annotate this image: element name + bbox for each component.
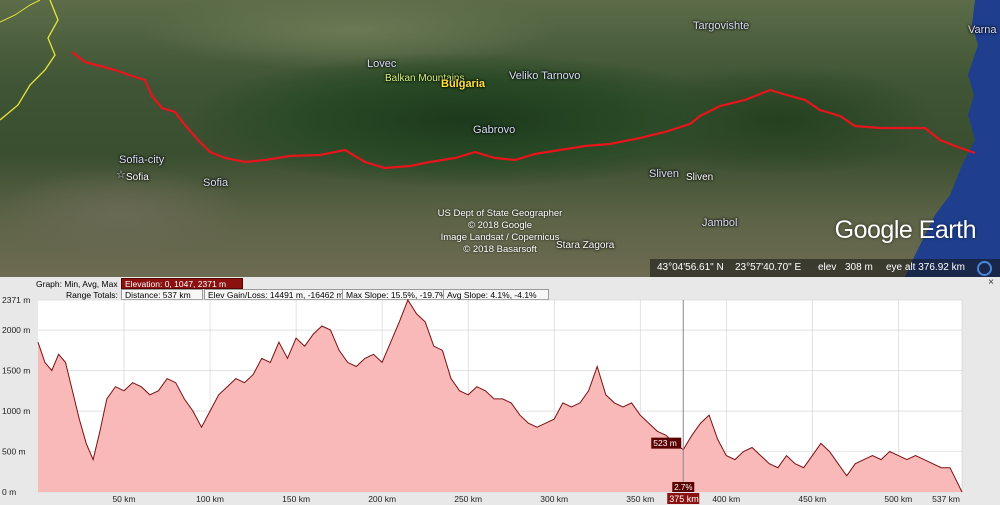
distance-field: Distance: 537 km	[121, 289, 203, 300]
elevation-readout: 308 m	[845, 262, 873, 273]
x-tick-label: 200 km	[368, 494, 396, 504]
label-targovishte: Targovishte	[693, 20, 750, 32]
x-tick-label: 50 km	[112, 494, 135, 504]
close-icon[interactable]: ×	[988, 277, 994, 288]
label-sofia-2: Sofia	[203, 177, 229, 189]
cursor-slope-badge	[672, 482, 695, 492]
label-sofia-city: Sofia-city	[119, 154, 165, 166]
map-terrain-svg	[0, 0, 1000, 277]
longitude-readout: 23°57'40.70" E	[735, 262, 802, 273]
range-totals-label: Range Totals:	[66, 290, 118, 300]
avg-slope-field: Avg Slope: 4.1%, -4.1%	[443, 289, 549, 300]
status-bar: 43°04'56.61" N 23°57'40.70" E elev 308 m…	[650, 259, 1000, 277]
cursor-distance-text: 375 km	[669, 494, 699, 504]
x-tick-label: 250 km	[454, 494, 482, 504]
y-tick-label: 2371 m	[2, 296, 30, 305]
map-view[interactable]: Targovishte Varna Lovec Balkan Mountains…	[0, 0, 1000, 277]
x-tick-label: 500 km	[884, 494, 912, 504]
y-tick-label: 0 m	[2, 487, 16, 497]
black-sea	[905, 0, 1000, 277]
cursor-elevation-text: 523 m	[653, 438, 677, 448]
star-icon: ☆	[116, 169, 126, 181]
y-tick-label: 1000 m	[2, 406, 30, 416]
label-bulgaria: Bulgaria	[441, 78, 486, 90]
google-earth-logo: Google Earth	[834, 216, 977, 244]
imagery-credits: US Dept of State Geographer © 2018 Googl…	[420, 208, 580, 256]
x-tick-label: 300 km	[540, 494, 568, 504]
label-veliko-tarnovo: Veliko Tarnovo	[509, 70, 581, 82]
elevation-label: elev	[818, 262, 837, 273]
label-sliven-2: Sliven	[686, 172, 714, 183]
x-tick-label: 100 km	[196, 494, 224, 504]
y-tick-label: 1500 m	[2, 366, 30, 376]
y-tick-label: 500 m	[2, 447, 26, 457]
cursor-elevation-badge	[651, 437, 682, 449]
label-jambol: Jambol	[702, 217, 738, 229]
graph-label: Graph: Min, Avg, Max	[36, 279, 118, 289]
route-line	[71, 51, 976, 170]
elevation-area	[38, 300, 962, 492]
x-tick-label: 537 km	[932, 494, 960, 504]
credit-line: © 2018 Google	[467, 220, 533, 231]
cursor-slope-text: 2.7%	[674, 483, 692, 492]
elevation-profile-panel: Graph: Min, Avg, Max Elevation: 0, 1047,…	[0, 277, 1000, 505]
x-tick-label: 450 km	[798, 494, 826, 504]
latitude-readout: 43°04'56.61" N	[657, 262, 724, 273]
label-varna: Varna	[968, 24, 997, 36]
elevation-chart[interactable]: 2371 m 2000 m 1500 m 1000 m 500 m 0 m 50 km 10…	[0, 296, 1000, 505]
elevation-line	[37, 298, 963, 493]
cursor-distance-badge	[667, 493, 700, 504]
label-sofia-1: Sofia	[126, 172, 149, 183]
country-border	[0, 0, 59, 121]
credit-line: US Dept of State Geographer	[437, 208, 563, 219]
y-tick-label: 2000 m	[2, 325, 30, 335]
credit-line: Image Landsat / Copernicus	[440, 232, 560, 243]
border-nw	[0, 0, 41, 23]
label-balkan-mountains: Balkan Mountains	[385, 73, 465, 84]
eye-altitude-readout: eye alt 376.92 km	[886, 262, 965, 273]
credit-line: © 2018 Basarsoft	[463, 244, 537, 255]
label-stara-zagora: Stara Zagora	[556, 240, 615, 251]
x-tick-label: 350 km	[626, 494, 654, 504]
x-tick-label: 400 km	[712, 494, 740, 504]
label-sliven-1: Sliven	[649, 168, 679, 180]
label-gabrovo: Gabrovo	[473, 124, 516, 136]
globe-icon[interactable]	[977, 261, 992, 276]
x-tick-label: 150 km	[282, 494, 310, 504]
label-lovec: Lovec	[367, 58, 397, 70]
graph-value-field[interactable]: Elevation: 0, 1047, 2371 m	[121, 278, 243, 289]
